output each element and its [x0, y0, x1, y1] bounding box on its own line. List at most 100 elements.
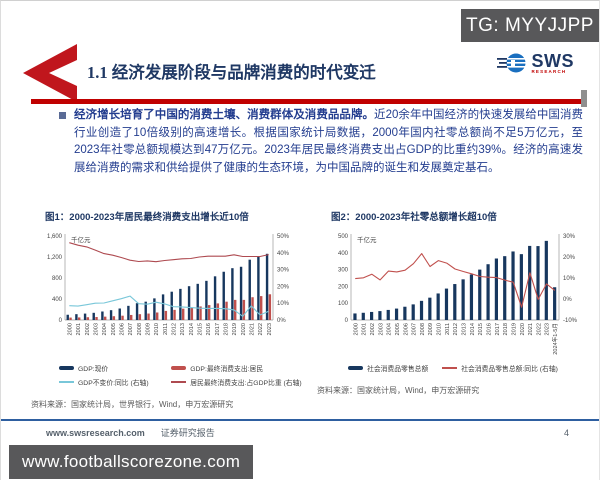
svg-text:2008: 2008 [420, 323, 426, 335]
legend-label: 社会消费品零售总额 [367, 366, 429, 373]
svg-text:30%: 30% [563, 234, 576, 240]
svg-text:2013: 2013 [462, 323, 468, 335]
legend-label: GDP不变价:同比 (右轴) [78, 380, 149, 387]
figure1-source: 资料来源：国家统计局，世界银行，Wind，申万宏源研究 [31, 400, 234, 409]
figure2-title: 图2：2000-2023年社零总额增长超10倍 [331, 212, 497, 223]
svg-text:2006: 2006 [120, 323, 126, 335]
svg-text:2014: 2014 [189, 323, 195, 335]
svg-text:2005: 2005 [111, 323, 117, 335]
svg-text:2002: 2002 [370, 323, 376, 335]
legend-item: GDP不变价:同比 (右轴) [59, 377, 171, 387]
svg-text:0: 0 [59, 318, 63, 324]
legend-label: GDP:现价 [78, 366, 109, 373]
tg-watermark-badge: TG: MYYJJPP [461, 9, 599, 42]
legend-line-swatch [442, 367, 458, 369]
svg-text:2020: 2020 [520, 323, 526, 335]
svg-text:2020: 2020 [241, 323, 247, 335]
logo-text: SWS [531, 50, 574, 71]
svg-text:2012: 2012 [453, 323, 459, 335]
svg-text:2003: 2003 [378, 323, 384, 335]
svg-text:2019: 2019 [511, 323, 517, 335]
red-chevron-icon [23, 44, 77, 102]
svg-text:100: 100 [338, 301, 349, 307]
sws-globe-icon [497, 53, 527, 73]
svg-text:400: 400 [52, 297, 63, 303]
paragraph-text: 经济增长培育了中国的消费土壤、消费群体及消费品品牌。近20余年中国经济的快速发展… [74, 107, 583, 177]
legend-item: 社会消费品零售总额 [348, 363, 428, 373]
figure2-legend: 社会消费品零售总额 社会消费品零售总额:同比 (右轴) [317, 363, 589, 373]
figure1-chart: 0 400 800 1,200 1,600 0% 10% 20% 30% 40% 50% 千亿元 200… [47, 234, 290, 335]
svg-text:2021: 2021 [528, 323, 534, 335]
svg-text:0%: 0% [563, 297, 572, 303]
svg-text:2015: 2015 [478, 323, 484, 335]
lead-sentence: 经济增长培育了中国的消费土壤、消费群体及消费品品牌。 [74, 109, 375, 121]
page-number: 4 [563, 427, 569, 438]
legend-line-swatch [59, 381, 74, 383]
scrollbar-artifact [581, 90, 587, 107]
svg-text:2009: 2009 [428, 323, 434, 335]
svg-text:2016: 2016 [206, 323, 212, 335]
svg-text:40%: 40% [277, 251, 290, 257]
svg-text:200: 200 [338, 284, 349, 290]
svg-text:2011: 2011 [445, 323, 451, 335]
svg-text:20%: 20% [277, 284, 290, 290]
legend-bar-swatch [171, 366, 187, 370]
svg-text:2007: 2007 [128, 323, 134, 335]
svg-text:10%: 10% [563, 276, 576, 282]
svg-text:800: 800 [52, 276, 63, 282]
site-watermark: www.footballscorezone.com [9, 445, 253, 479]
svg-text:2016: 2016 [486, 323, 492, 335]
svg-text:2017: 2017 [495, 323, 501, 335]
figure-1: 图1：2000-2023年居民最终消费支出增长近10倍 0 400 800 1,200… [31, 209, 303, 410]
svg-text:2018: 2018 [503, 323, 509, 335]
svg-text:2017: 2017 [215, 323, 221, 335]
svg-text:500: 500 [338, 234, 349, 240]
svg-text:1,600: 1,600 [47, 234, 63, 240]
svg-text:2024年1-5月: 2024年1-5月 [551, 323, 559, 355]
svg-text:2004: 2004 [102, 323, 108, 335]
svg-text:-10%: -10% [563, 318, 578, 324]
summary-paragraph: 经济增长培育了中国的消费土壤、消费群体及消费品品牌。近20余年中国经济的快速发展… [59, 107, 583, 177]
sws-logo: SWS RESEARCH [497, 51, 574, 75]
legend-label: GDP:最终消费支出:居民 [190, 366, 264, 373]
svg-text:2011: 2011 [163, 323, 169, 335]
legend-item: GDP:最终消费支出:居民 [171, 363, 303, 373]
svg-text:2012: 2012 [172, 323, 178, 335]
svg-text:10%: 10% [277, 301, 290, 307]
svg-text:2015: 2015 [198, 323, 204, 335]
svg-text:2023: 2023 [545, 323, 551, 335]
svg-text:2019: 2019 [232, 323, 238, 335]
svg-text:2023: 2023 [267, 323, 273, 335]
svg-text:2022: 2022 [258, 323, 264, 335]
logo-text-block: SWS RESEARCH [531, 50, 574, 74]
figure1-legend: GDP:现价 GDP:最终消费支出:居民 GDP不变价:同比 (右轴) 居民最终消费支… [59, 363, 303, 387]
svg-text:2014: 2014 [470, 323, 476, 335]
legend-bar-swatch [59, 366, 74, 370]
svg-text:30%: 30% [277, 268, 290, 274]
svg-text:千亿元: 千亿元 [357, 235, 377, 244]
svg-text:2000: 2000 [68, 323, 74, 335]
legend-bar-swatch [348, 366, 364, 370]
svg-text:2010: 2010 [437, 323, 443, 335]
section-title: 1.1 经济发展阶段与品牌消费的时代变迁 [87, 63, 376, 82]
svg-text:千亿元: 千亿元 [71, 235, 91, 244]
svg-text:1,200: 1,200 [47, 255, 63, 261]
svg-text:2013: 2013 [180, 323, 186, 335]
svg-text:2009: 2009 [146, 323, 152, 335]
svg-text:2018: 2018 [224, 323, 230, 335]
svg-text:2002: 2002 [85, 323, 91, 335]
figures-row: 图1：2000-2023年居民最终消费支出增长近10倍 0 400 800 1,200… [31, 209, 587, 410]
footer-url[interactable]: www.swsresearch.com [46, 427, 145, 438]
legend-label: 社会消费品零售总额:同比 (右轴) [461, 366, 558, 373]
svg-text:2004: 2004 [387, 323, 393, 335]
svg-text:2000: 2000 [353, 323, 359, 335]
figure-2: 图2：2000-2023年社零总额增长超10倍 0 100 200 300 400 500… [317, 209, 589, 410]
figure1-title: 图1：2000-2023年居民最终消费支出增长近10倍 [45, 212, 249, 223]
svg-text:2003: 2003 [94, 323, 100, 335]
logo-subtext: RESEARCH [531, 68, 567, 74]
svg-text:2010: 2010 [154, 323, 160, 335]
header-rule [31, 99, 587, 104]
svg-text:20%: 20% [563, 255, 576, 261]
